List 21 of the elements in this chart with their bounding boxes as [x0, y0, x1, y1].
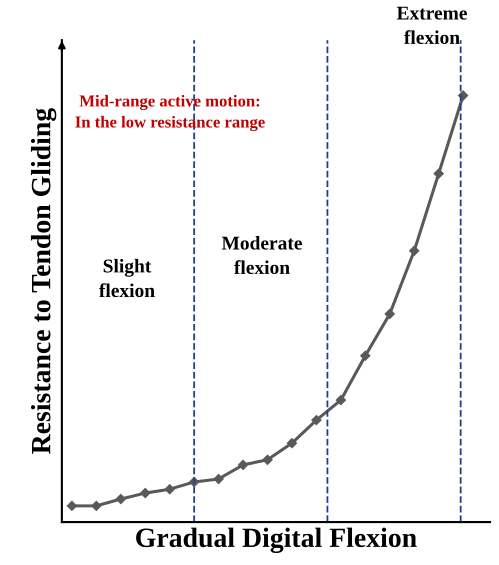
- point: [213, 474, 224, 484]
- point: [66, 500, 78, 511]
- x-axis-title: Gradual Digital Flexion: [136, 528, 417, 554]
- point: [384, 308, 395, 320]
- point: [336, 394, 346, 406]
- annotation: Mid-range active motion: In the low resistance range: [75, 94, 265, 132]
- text: Extreme flexion: [396, 6, 467, 44]
- y-axis-title: Resistance to Tendon Gliding: [30, 108, 56, 454]
- point: [164, 484, 175, 494]
- point: [360, 350, 370, 361]
- annotation: Slight flexion: [99, 258, 155, 298]
- point: [311, 415, 322, 426]
- point: [116, 494, 126, 504]
- point: [91, 500, 102, 511]
- point: [409, 246, 420, 256]
- point: [238, 460, 248, 470]
- point: [286, 438, 298, 448]
- point: [434, 168, 444, 179]
- annotation: Moderate flexion: [222, 236, 302, 274]
- point: [140, 488, 150, 498]
- point: [262, 454, 273, 465]
